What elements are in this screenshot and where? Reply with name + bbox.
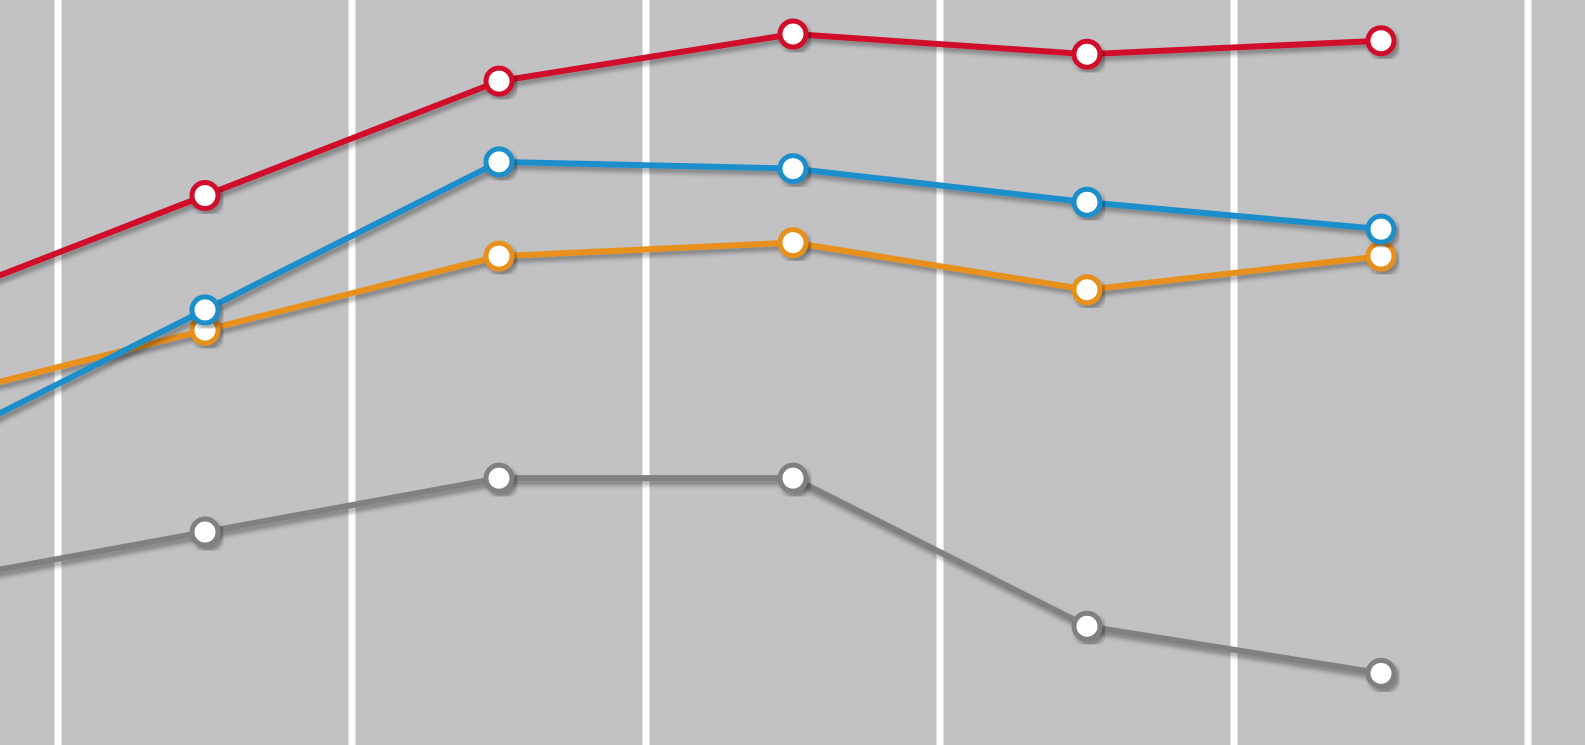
grid-layer xyxy=(54,0,1532,745)
data-point xyxy=(1071,610,1103,642)
data-point xyxy=(777,227,809,259)
data-point xyxy=(483,146,515,178)
series-line xyxy=(0,158,1384,417)
data-point xyxy=(189,516,221,548)
series-line xyxy=(0,475,1384,677)
data-point xyxy=(483,65,515,97)
data-point xyxy=(1071,38,1103,70)
data-point xyxy=(1365,25,1397,57)
series-4 xyxy=(0,462,1397,689)
data-point xyxy=(1071,186,1103,218)
data-point xyxy=(1365,240,1397,272)
data-point xyxy=(483,462,515,494)
series-1 xyxy=(0,18,1397,279)
series-line xyxy=(0,239,1384,385)
data-point xyxy=(777,153,809,185)
series-3 xyxy=(0,227,1397,385)
series-layer xyxy=(0,18,1397,689)
data-point xyxy=(1365,657,1397,689)
series-line xyxy=(0,31,1384,279)
data-point xyxy=(189,294,221,326)
data-point xyxy=(1365,213,1397,245)
data-point xyxy=(777,462,809,494)
data-point xyxy=(777,18,809,50)
series-2 xyxy=(0,146,1397,417)
data-point xyxy=(189,180,221,212)
data-point xyxy=(1071,274,1103,306)
data-point xyxy=(483,240,515,272)
